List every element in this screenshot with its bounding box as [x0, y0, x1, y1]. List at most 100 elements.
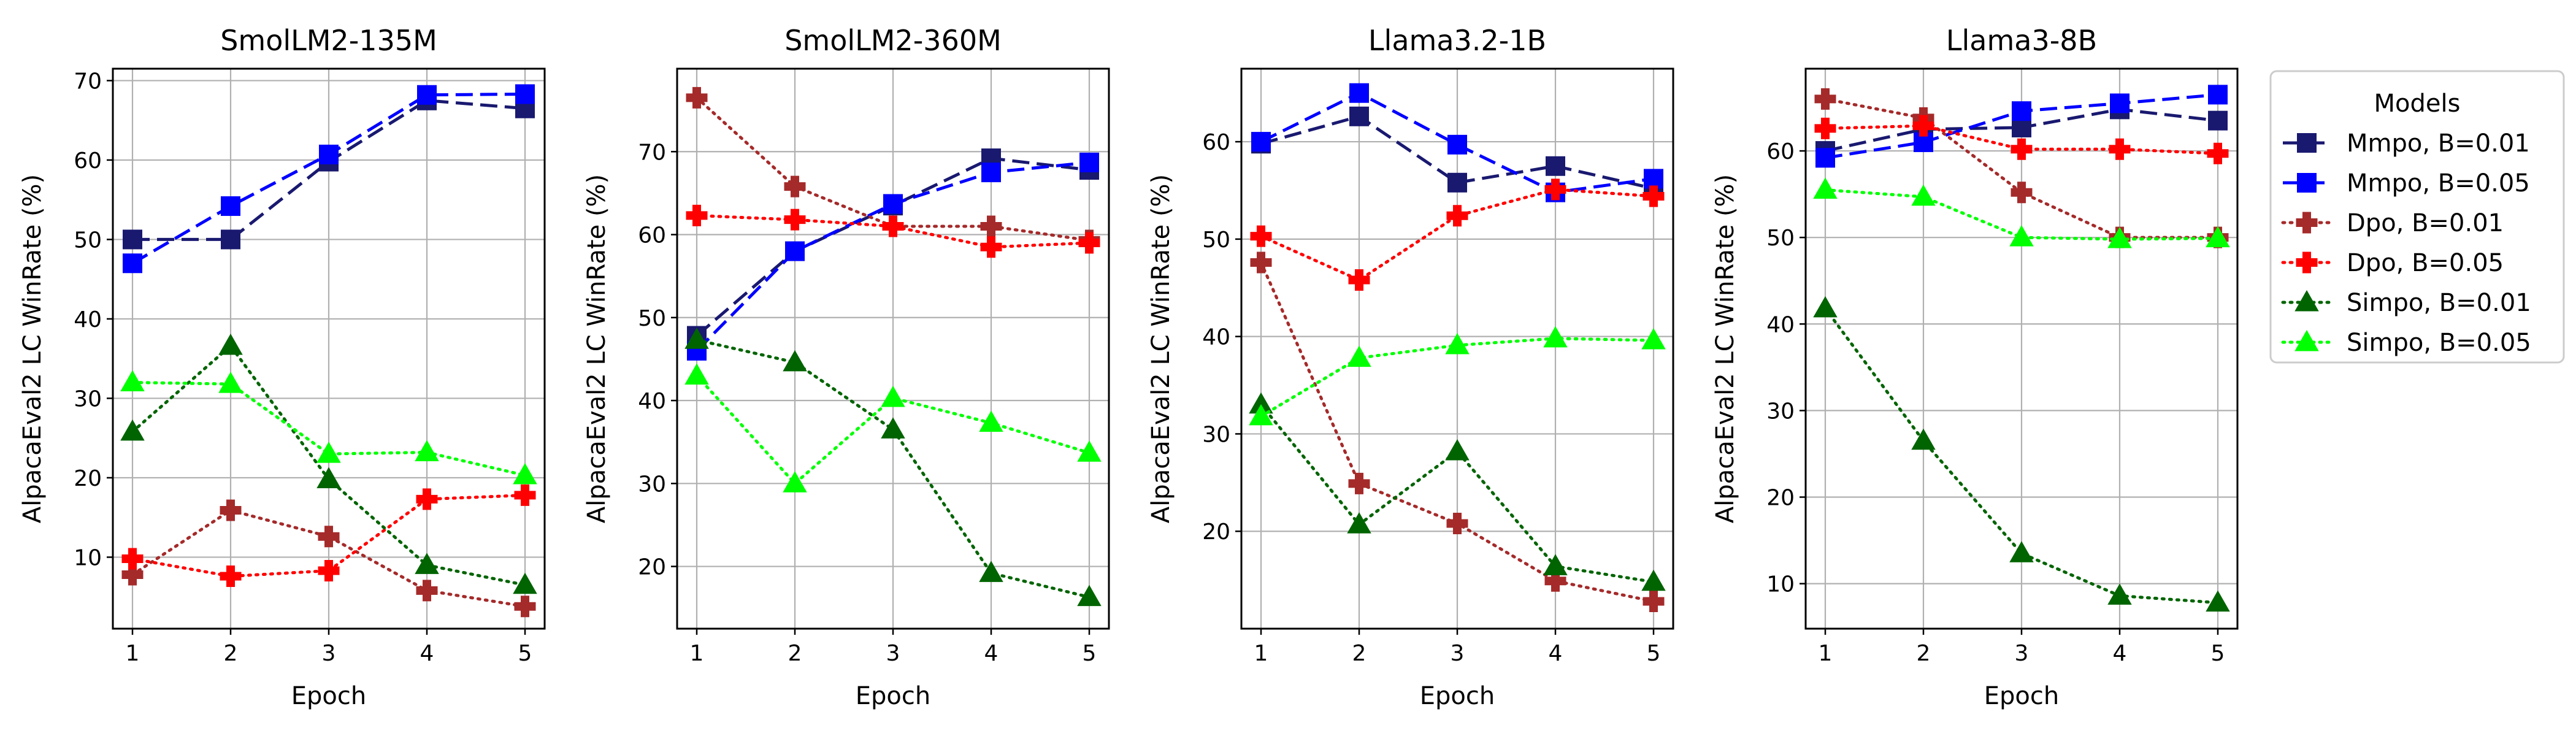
data-point	[2011, 182, 2033, 204]
data-point	[220, 565, 242, 588]
data-point	[2009, 541, 2034, 562]
panel-smollm2-135m: 1 2 3 4 5 10 20 30 40 50 60 70 SmolLM2-135M Epoch Alpa…	[18, 24, 546, 710]
data-point	[981, 163, 1001, 183]
x-tick-label: 4	[1549, 641, 1563, 666]
data-point	[2206, 590, 2230, 612]
data-point	[883, 194, 903, 214]
data-point	[1347, 512, 1371, 534]
data-point	[1544, 178, 1566, 201]
panel-llama3-8b: 1 2 3 4 5 10 20 30 40 50 60 Llama3-8B Epoch AlpacaEva…	[1711, 24, 2239, 710]
y-tick-label: 10	[1766, 572, 1795, 597]
y-tick-label: 20	[638, 555, 666, 580]
series-simpo-b-0-05	[120, 370, 537, 485]
data-point	[1348, 472, 1370, 494]
series-dpo-b-0-05	[121, 484, 536, 588]
data-point	[783, 350, 807, 372]
data-point	[2109, 138, 2131, 160]
series-dpo-b-0-05	[686, 204, 1100, 258]
data-point	[318, 559, 340, 581]
series-line	[1259, 188, 1655, 282]
y-axis-label: AlpacaEval2 LC WinRate (%)	[1147, 174, 1175, 523]
y-tick-label: 30	[638, 472, 666, 497]
data-point	[1912, 115, 1934, 137]
data-point	[1643, 185, 1665, 207]
legend-label: Simpo, B=0.05	[2347, 329, 2531, 357]
data-point	[1911, 184, 1936, 206]
data-point	[221, 196, 240, 217]
data-point	[881, 417, 905, 439]
legend-label: Mmpo, B=0.05	[2347, 169, 2530, 197]
data-point	[684, 363, 709, 385]
y-tick-label: 20	[1202, 519, 1230, 545]
data-point	[784, 209, 806, 231]
data-point	[123, 253, 142, 274]
data-point	[121, 564, 144, 586]
x-tick-label: 4	[2113, 641, 2127, 666]
x-tick-label: 1	[1254, 641, 1268, 666]
series-simpo-b-0-01	[1813, 296, 2230, 612]
y-tick-label: 60	[74, 148, 102, 174]
data-point	[1644, 169, 1663, 189]
data-point	[686, 204, 708, 226]
data-point	[2208, 85, 2228, 105]
legend-entry-dpo-b-0-01: Dpo, B=0.01	[2281, 209, 2504, 237]
legend-entry-simpo-b-0-05: Simpo, B=0.05	[2281, 329, 2531, 357]
data-point	[882, 215, 904, 237]
x-tick-label: 1	[690, 641, 704, 666]
y-tick-label: 40	[638, 389, 666, 414]
x-tick-label: 2	[224, 641, 238, 666]
data-point	[123, 229, 142, 250]
series-line	[131, 381, 527, 477]
data-point	[1250, 251, 1272, 274]
ticks: 1 2 3 4 5 20 30 40 50 60 70	[638, 140, 1096, 666]
x-tick-label: 3	[2015, 641, 2029, 666]
data-point	[515, 84, 535, 104]
x-tick-label: 4	[420, 641, 434, 666]
legend-title: Models	[2374, 90, 2461, 118]
data-point	[1641, 328, 1666, 350]
y-tick-label: 10	[74, 545, 102, 570]
data-point	[979, 561, 1003, 582]
data-point	[514, 596, 536, 618]
legend-label: Dpo, B=0.01	[2347, 209, 2504, 237]
data-point	[1446, 205, 1468, 227]
data-point	[1546, 156, 1565, 176]
y-axis-label: AlpacaEval2 LC WinRate (%)	[583, 174, 611, 523]
x-tick-label: 1	[126, 641, 140, 666]
y-tick-label: 40	[1766, 312, 1795, 337]
data-point	[1349, 106, 1369, 126]
series-line	[695, 213, 1091, 249]
data-point	[316, 467, 341, 489]
legend-entry-dpo-b-0-05: Dpo, B=0.05	[2281, 249, 2504, 277]
legend-marker	[2294, 329, 2319, 351]
y-tick-label: 50	[638, 306, 666, 331]
data-point	[1813, 177, 1838, 199]
data-point	[1643, 591, 1665, 613]
x-axis-label: Epoch	[291, 682, 366, 710]
x-tick-label: 2	[1352, 641, 1367, 666]
data-point	[2012, 101, 2031, 121]
data-point	[1250, 225, 1272, 247]
data-point	[1814, 117, 1836, 139]
y-tick-label: 70	[638, 140, 666, 165]
series-group	[120, 84, 537, 618]
data-point	[319, 144, 339, 164]
legend: Models Mmpo, B=0.01 Mmpo, B=0.05 Dpo, B=0.…	[2269, 70, 2565, 364]
series-dpo-b-0-05	[1814, 115, 2229, 164]
data-point	[2207, 142, 2229, 164]
data-point	[416, 580, 438, 602]
data-point	[2107, 226, 2132, 248]
data-point	[980, 236, 1002, 258]
data-point	[1446, 513, 1468, 535]
panel-title: Llama3.2-1B	[1368, 24, 1546, 57]
panel-smollm2-360m: 1 2 3 4 5 20 30 40 50 60 70 SmolLM2-360M Epoch Alpaca…	[583, 24, 1110, 710]
data-point	[513, 572, 537, 594]
legend-label: Mmpo, B=0.01	[2347, 129, 2530, 158]
series-simpo-b-0-05	[1813, 177, 2230, 248]
ticks: 1 2 3 4 5 10 20 30 40 50 60	[1766, 139, 2225, 666]
series-simpo-b-0-01	[1249, 392, 1666, 591]
x-axis-label: Epoch	[1984, 682, 2059, 710]
x-axis-label: Epoch	[1420, 682, 1495, 710]
data-point	[1077, 440, 1102, 462]
data-point	[513, 463, 537, 485]
